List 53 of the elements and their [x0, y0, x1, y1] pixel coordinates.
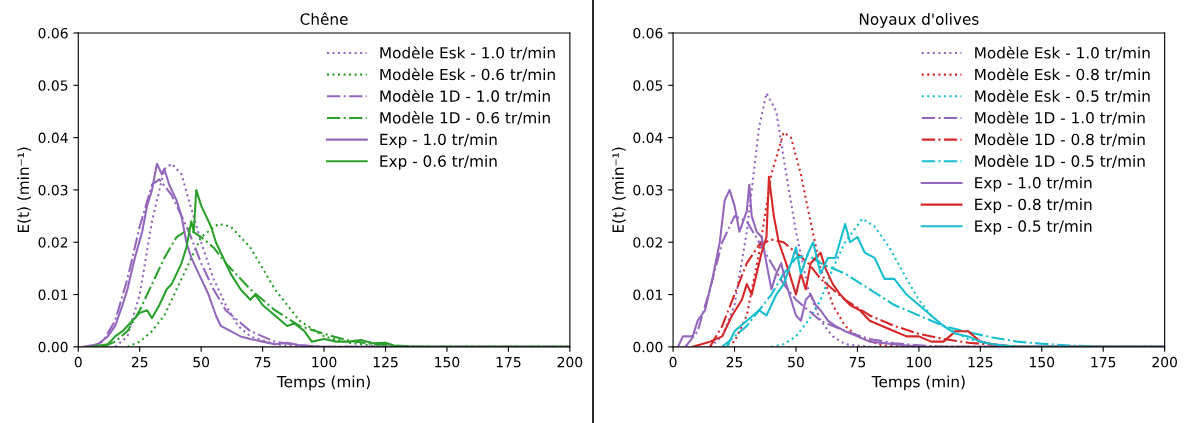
x-tick-label: 100 — [312, 356, 337, 368]
legend-label: Modèle Esk - 0.5 tr/min — [975, 89, 1150, 104]
y-axis-title: E(t) (min⁻¹) — [17, 147, 31, 233]
y-axis-title: E(t) (min⁻¹) — [612, 147, 626, 233]
y-tick-label: 0.02 — [633, 237, 662, 248]
y-tick-label: 0.06 — [38, 27, 68, 39]
y-tick-label: 0.00 — [38, 341, 68, 353]
legend-label: Modèle 1D - 0.6 tr/min — [380, 111, 550, 125]
x-tick-label: 150 — [435, 356, 460, 368]
chart-title: Noyaux d'olives — [859, 13, 979, 28]
y-tick-label: 0.02 — [38, 237, 68, 248]
x-tick-label: 100 — [907, 356, 932, 368]
y-tick-label: 0.06 — [633, 27, 663, 39]
x-tick-label: 175 — [496, 357, 521, 368]
y-tick-label: 0.04 — [38, 132, 68, 144]
y-tick-label: 0.01 — [38, 289, 68, 301]
x-tick-label: 0 — [74, 356, 82, 368]
legend-label: Modèle Esk - 0.8 tr/min — [975, 67, 1150, 82]
legend-label: Exp - 0.6 tr/min — [380, 155, 497, 170]
x-tick-label: 25 — [131, 356, 148, 368]
x-tick-label: 75 — [254, 357, 271, 368]
y-tick-label: 0.03 — [633, 184, 663, 196]
x-tick-label: 125 — [373, 356, 398, 368]
legend-label: Modèle 1D - 1.0 tr/min — [380, 89, 550, 104]
chart-title: Chêne — [300, 12, 348, 25]
legend-label: Modèle Esk - 1.0 tr/min — [975, 46, 1150, 60]
y-tick-label: 0.01 — [633, 289, 663, 301]
x-tick-label: 0 — [669, 356, 677, 368]
x-axis-title: Temps (min) — [276, 375, 370, 391]
legend-label: Exp - 1.0 tr/min — [380, 133, 497, 149]
legend-label: Modèle 1D - 0.8 tr/min — [975, 132, 1145, 147]
x-tick-label: 50 — [193, 356, 210, 368]
y-tick-label: 0.00 — [633, 341, 663, 353]
x-axis-title: Temps (min) — [871, 375, 965, 391]
x-tick-label: 50 — [788, 356, 804, 368]
x-tick-label: 200 — [1152, 356, 1177, 368]
x-tick-label: 150 — [1030, 356, 1055, 368]
x-tick-label: 25 — [726, 356, 743, 368]
y-tick-label: 0.05 — [633, 80, 663, 91]
x-tick-label: 175 — [1091, 357, 1116, 368]
y-tick-label: 0.03 — [38, 184, 68, 196]
x-tick-label: 75 — [849, 357, 866, 368]
y-tick-label: 0.04 — [633, 132, 663, 144]
x-tick-label: 125 — [968, 356, 993, 368]
x-tick-label: 200 — [557, 356, 583, 368]
legend-label: Modèle Esk - 0.6 tr/min — [380, 67, 555, 82]
y-tick-label: 0.05 — [38, 80, 68, 91]
legend-label: Exp - 0.8 tr/min — [975, 198, 1092, 214]
legend-label: Exp - 0.5 tr/min — [975, 220, 1092, 235]
legend-label: Exp - 1.0 tr/min — [975, 176, 1092, 192]
legend-label: Modèle Esk - 1.0 tr/min — [380, 46, 555, 60]
legend-label: Modèle 1D - 0.5 tr/min — [975, 154, 1145, 169]
legend-label: Modèle 1D - 1.0 tr/min — [975, 111, 1145, 125]
